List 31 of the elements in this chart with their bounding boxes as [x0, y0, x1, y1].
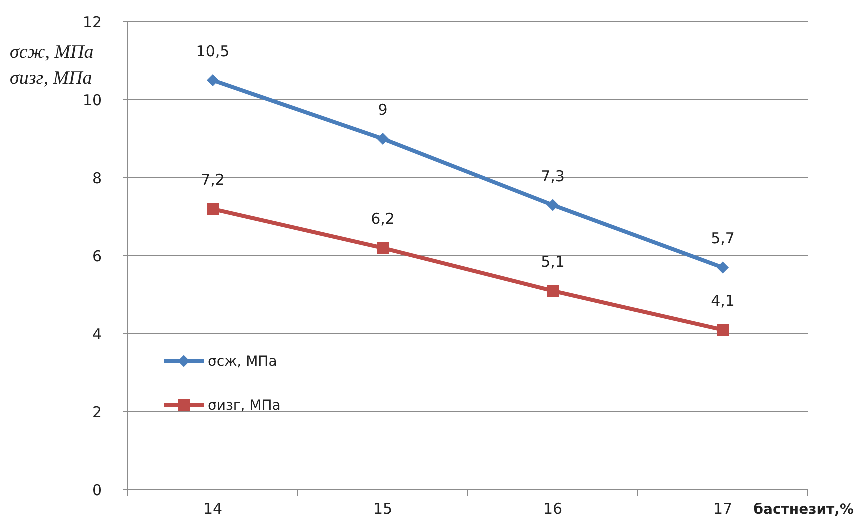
point — [377, 242, 389, 254]
data-label: 4,1 — [711, 292, 735, 310]
data-label: 5,7 — [711, 230, 735, 248]
point — [547, 285, 559, 298]
point — [547, 199, 559, 212]
x-tick-label: 14 — [203, 500, 223, 518]
data-label: 7,3 — [541, 167, 565, 186]
point — [207, 203, 219, 216]
y-tick-label: 12 — [82, 13, 102, 32]
data-label: 9 — [378, 101, 388, 119]
y-tick-label: 0 — [92, 481, 102, 500]
point — [377, 133, 389, 145]
data-label: 5,1 — [541, 253, 565, 272]
y-axis-title: σсж, МПа σизг, МПа — [10, 42, 94, 89]
point — [207, 74, 219, 86]
x-axis-title: бастнезит,% — [754, 502, 854, 518]
x-tick-label: 17 — [713, 500, 733, 518]
y-tick-label: 2 — [92, 403, 102, 422]
y-tick-label: 10 — [82, 91, 102, 110]
legend-label: σизг, МПа — [208, 398, 281, 414]
x-tick-label: 16 — [543, 500, 563, 518]
point — [717, 324, 729, 336]
point — [717, 262, 729, 274]
data-label: 6,2 — [371, 210, 395, 228]
x-tick-label: 15 — [373, 500, 393, 518]
legend-label: σсж, МПа — [208, 354, 278, 370]
y-tick-label: 8 — [92, 169, 102, 188]
data-label: 10,5 — [196, 42, 230, 60]
y-tick-label: 4 — [92, 325, 102, 344]
data-label: 7,2 — [201, 171, 225, 190]
y-tick-label: 6 — [92, 247, 102, 266]
